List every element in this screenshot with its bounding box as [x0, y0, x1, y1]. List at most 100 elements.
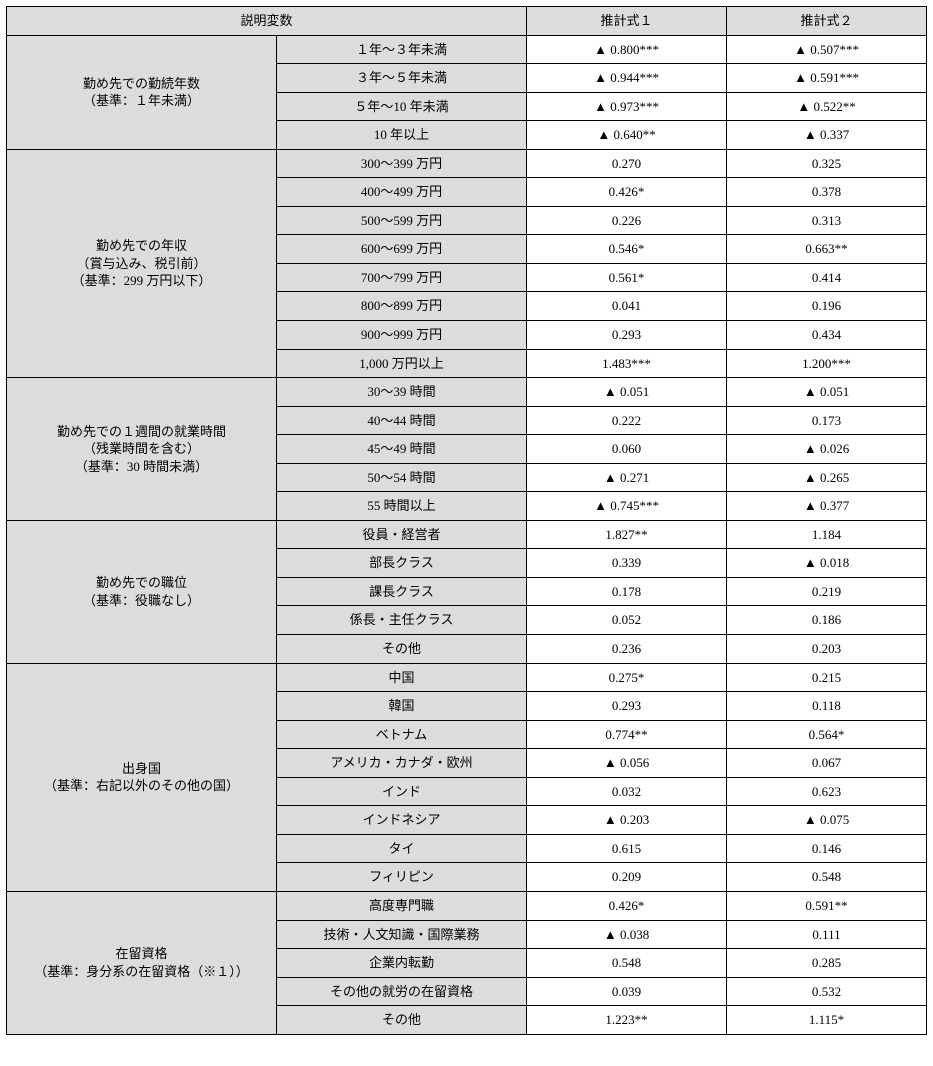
subcategory-label: フィリピン — [277, 863, 527, 892]
estimate-1: 0.052 — [527, 606, 727, 635]
subcategory-label: 400～499 万円 — [277, 178, 527, 207]
estimate-2: 0.186 — [727, 606, 927, 635]
estimate-1: 0.178 — [527, 577, 727, 606]
estimate-2: 0.434 — [727, 321, 927, 350]
group-label: 勤め先での職位（基準：役職なし） — [7, 520, 277, 663]
group-label: 勤め先での勤続年数（基準：１年未満） — [7, 35, 277, 149]
estimate-1: 0.745*** — [527, 492, 727, 521]
estimate-1: 0.548 — [527, 949, 727, 978]
subcategory-label: タイ — [277, 834, 527, 863]
group-label: 勤め先での年収（賞与込み、税引前）（基準：299 万円以下） — [7, 149, 277, 377]
subcategory-label: インドネシア — [277, 806, 527, 835]
subcategory-label: 600～699 万円 — [277, 235, 527, 264]
estimate-1: 0.275* — [527, 663, 727, 692]
subcategory-label: その他 — [277, 635, 527, 664]
subcategory-label: 55 時間以上 — [277, 492, 527, 521]
estimate-1: 0.038 — [527, 920, 727, 949]
subcategory-label: 技術・人文知識・国際業務 — [277, 920, 527, 949]
estimate-2: 0.067 — [727, 749, 927, 778]
estimate-1: 0.209 — [527, 863, 727, 892]
estimate-2: 0.522** — [727, 92, 927, 121]
estimate-2: 0.378 — [727, 178, 927, 207]
subcategory-label: 700～799 万円 — [277, 263, 527, 292]
table-row: 勤め先での勤続年数（基準：１年未満）１年～３年未満0.800***0.507**… — [7, 35, 927, 64]
estimate-1: 0.222 — [527, 406, 727, 435]
subcategory-label: 30～39 時間 — [277, 378, 527, 407]
estimate-1: 0.561* — [527, 263, 727, 292]
table-row: 在留資格（基準：身分系の在留資格（※１））高度専門職0.426*0.591** — [7, 891, 927, 920]
group-label: 勤め先での１週間の就業時間（残業時間を含む）（基準：30 時間未満） — [7, 378, 277, 521]
subcategory-label: 1,000 万円以上 — [277, 349, 527, 378]
estimate-2: 0.285 — [727, 949, 927, 978]
subcategory-label: インド — [277, 777, 527, 806]
estimate-1: 0.051 — [527, 378, 727, 407]
estimate-1: 0.640** — [527, 121, 727, 150]
estimate-1: 0.060 — [527, 435, 727, 464]
group-label: 出身国（基準：右記以外のその他の国） — [7, 663, 277, 891]
estimate-1: 0.041 — [527, 292, 727, 321]
subcategory-label: 900～999 万円 — [277, 321, 527, 350]
estimate-1: 0.973*** — [527, 92, 727, 121]
subcategory-label: 500～599 万円 — [277, 206, 527, 235]
estimate-2: 0.507*** — [727, 35, 927, 64]
estimate-2: 0.018 — [727, 549, 927, 578]
estimate-2: 0.325 — [727, 149, 927, 178]
subcategory-label: 45～49 時間 — [277, 435, 527, 464]
subcategory-label: 300～399 万円 — [277, 149, 527, 178]
subcategory-label: ５年～10 年未満 — [277, 92, 527, 121]
estimate-2: 0.532 — [727, 977, 927, 1006]
subcategory-label: 50～54 時間 — [277, 463, 527, 492]
estimate-1: 0.426* — [527, 178, 727, 207]
subcategory-label: 課長クラス — [277, 577, 527, 606]
estimate-2: 0.564* — [727, 720, 927, 749]
subcategory-label: 40～44 時間 — [277, 406, 527, 435]
estimate-1: 0.032 — [527, 777, 727, 806]
subcategory-label: 役員・経営者 — [277, 520, 527, 549]
estimate-2: 0.414 — [727, 263, 927, 292]
subcategory-label: その他の就労の在留資格 — [277, 977, 527, 1006]
estimate-2: 0.377 — [727, 492, 927, 521]
table-header-row: 説明変数 推計式１ 推計式２ — [7, 7, 927, 36]
subcategory-label: 係長・主任クラス — [277, 606, 527, 635]
estimate-2: 0.215 — [727, 663, 927, 692]
subcategory-label: 中国 — [277, 663, 527, 692]
estimate-2: 0.173 — [727, 406, 927, 435]
estimate-2: 1.115* — [727, 1006, 927, 1035]
estimate-2: 0.591*** — [727, 64, 927, 93]
estimate-2: 0.111 — [727, 920, 927, 949]
subcategory-label: 800～899 万円 — [277, 292, 527, 321]
estimate-1: 1.827** — [527, 520, 727, 549]
subcategory-label: 韓国 — [277, 692, 527, 721]
header-est1: 推計式１ — [527, 7, 727, 36]
estimate-2: 1.184 — [727, 520, 927, 549]
estimate-2: 0.026 — [727, 435, 927, 464]
regression-table: 説明変数 推計式１ 推計式２ 勤め先での勤続年数（基準：１年未満）１年～３年未満… — [6, 6, 927, 1035]
estimate-2: 0.591** — [727, 891, 927, 920]
subcategory-label: ベトナム — [277, 720, 527, 749]
subcategory-label: 部長クラス — [277, 549, 527, 578]
estimate-1: 0.800*** — [527, 35, 727, 64]
estimate-2: 0.313 — [727, 206, 927, 235]
subcategory-label: 企業内転勤 — [277, 949, 527, 978]
header-explanatory: 説明変数 — [7, 7, 527, 36]
group-label: 在留資格（基準：身分系の在留資格（※１）） — [7, 891, 277, 1034]
estimate-2: 0.623 — [727, 777, 927, 806]
subcategory-label: １年～３年未満 — [277, 35, 527, 64]
estimate-2: 0.196 — [727, 292, 927, 321]
subcategory-label: その他 — [277, 1006, 527, 1035]
estimate-1: 0.546* — [527, 235, 727, 264]
estimate-1: 1.223** — [527, 1006, 727, 1035]
estimate-2: 0.118 — [727, 692, 927, 721]
table-body: 勤め先での勤続年数（基準：１年未満）１年～３年未満0.800***0.507**… — [7, 35, 927, 1034]
estimate-1: 0.236 — [527, 635, 727, 664]
table-row: 勤め先での１週間の就業時間（残業時間を含む）（基準：30 時間未満）30～39 … — [7, 378, 927, 407]
estimate-2: 0.146 — [727, 834, 927, 863]
estimate-2: 0.075 — [727, 806, 927, 835]
table-row: 勤め先での職位（基準：役職なし）役員・経営者1.827**1.184 — [7, 520, 927, 549]
estimate-1: 0.203 — [527, 806, 727, 835]
estimate-1: 0.056 — [527, 749, 727, 778]
estimate-1: 0.293 — [527, 321, 727, 350]
estimate-2: 0.548 — [727, 863, 927, 892]
subcategory-label: 高度専門職 — [277, 891, 527, 920]
estimate-2: 0.337 — [727, 121, 927, 150]
